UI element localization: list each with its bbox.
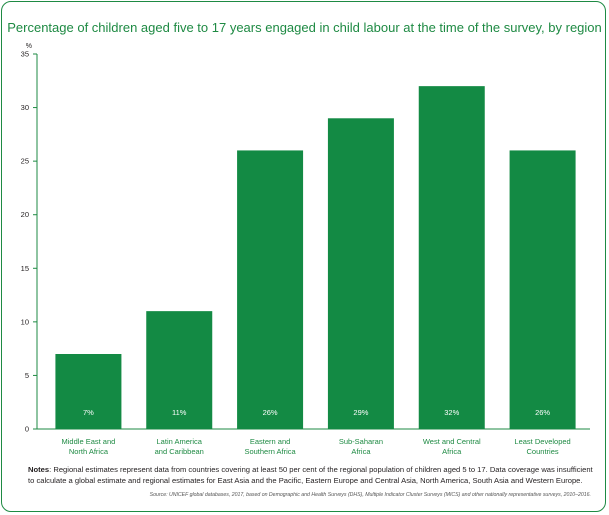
notes-label: Notes: [28, 465, 50, 474]
bar-data-label: 11%: [172, 408, 187, 417]
x-category-label: Sub-Saharan: [339, 437, 383, 446]
x-category-label: and Caribbean: [155, 447, 204, 456]
y-tick-label: 0: [25, 425, 29, 434]
y-tick-label: 20: [21, 210, 29, 219]
y-tick-label: 15: [21, 264, 29, 273]
y-axis-unit-label: %: [26, 43, 32, 50]
y-tick-label: 10: [21, 317, 29, 326]
y-tick-label: 5: [25, 371, 29, 380]
x-category-label: West and Central: [423, 437, 481, 446]
chart-source: Source: UNICEF global databases, 2017, b…: [149, 492, 591, 498]
x-category-label: Countries: [527, 447, 559, 456]
x-category-label: Latin America: [157, 437, 203, 446]
bar-data-label: 32%: [444, 408, 459, 417]
bar: [55, 354, 122, 429]
bar-data-label: 7%: [83, 408, 94, 417]
bar-data-label: 26%: [535, 408, 550, 417]
x-category-label: Eastern and: [250, 437, 290, 446]
y-tick-label: 30: [21, 103, 29, 112]
x-category-label: Least Developed: [514, 437, 570, 446]
x-category-label: Africa: [442, 447, 462, 456]
y-tick-label: 25: [21, 157, 29, 166]
bar-data-label: 26%: [263, 408, 278, 417]
y-tick-label: 35: [21, 50, 29, 59]
bar-data-label: 29%: [353, 408, 368, 417]
x-category-label: Middle East and: [62, 437, 116, 446]
bar: [237, 150, 304, 429]
bar: [509, 150, 576, 429]
chart-title: Percentage of children aged five to 17 y…: [7, 20, 602, 35]
bar: [418, 86, 485, 430]
bar: [146, 311, 213, 429]
x-category-label: Southern Africa: [244, 447, 296, 456]
chart-notes: Notes: Regional estimates represent data…: [28, 465, 596, 486]
x-category-label: Africa: [351, 447, 371, 456]
bar: [327, 118, 394, 430]
x-category-label: North Africa: [69, 447, 109, 456]
notes-text: : Regional estimates represent data from…: [28, 465, 593, 485]
